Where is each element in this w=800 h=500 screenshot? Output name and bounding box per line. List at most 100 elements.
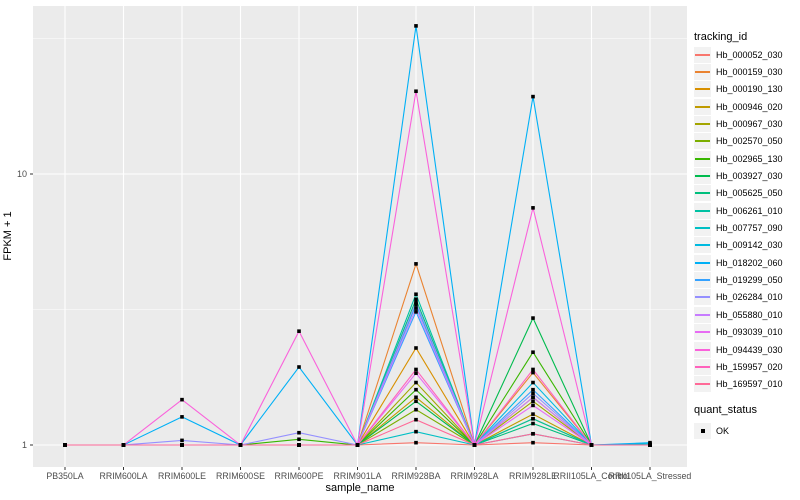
data-point <box>414 387 418 392</box>
legend-item: Hb_026284_010 <box>694 289 783 306</box>
legend-key-line <box>695 261 710 264</box>
legend-key <box>694 168 711 184</box>
data-point <box>414 310 418 314</box>
legend-item: Hb_009142_030 <box>694 237 783 254</box>
data-point <box>531 399 535 404</box>
legend-key-line <box>695 192 710 195</box>
legend-item-label: Hb_169597_010 <box>716 379 783 390</box>
data-point <box>355 443 360 447</box>
legend-item-label: Hb_026284_010 <box>716 292 783 303</box>
legend-item: Hb_019299_050 <box>694 272 783 289</box>
legend-item-label: Hb_000946_020 <box>716 101 783 112</box>
legend-key <box>694 63 711 80</box>
data-point <box>414 429 418 434</box>
legend-key <box>694 376 711 393</box>
data-point <box>414 262 418 266</box>
legend-item: Hb_159957_020 <box>694 358 783 375</box>
y-tick-label: 1 <box>22 440 27 450</box>
x-tick-label: RRII105LA_Stressed <box>609 471 692 481</box>
legend-item-label: Hb_018202_060 <box>716 257 783 268</box>
legend-item-label: Hb_009142_030 <box>716 240 783 251</box>
legend-key <box>694 133 711 150</box>
data-point <box>531 380 535 385</box>
x-tick-label: RRIM600LA <box>100 471 148 481</box>
data-point <box>297 365 301 369</box>
legend-key-line <box>695 105 710 108</box>
legend-item-label: Hb_019299_050 <box>716 275 783 286</box>
data-point <box>180 438 184 443</box>
legend-item: Hb_007757_090 <box>694 220 783 237</box>
data-point <box>648 440 652 445</box>
data-point <box>531 370 535 375</box>
legend-key-line <box>695 383 710 386</box>
legend-item-label: Hb_003927_030 <box>716 171 783 181</box>
legend-item: Hb_000052_030 <box>694 46 783 63</box>
legend-key <box>694 220 711 236</box>
legend-item-label: Hb_094439_030 <box>716 344 783 355</box>
legend-key-line <box>695 279 710 282</box>
data-point <box>531 367 535 372</box>
data-point <box>180 415 184 419</box>
legend-key-line <box>695 175 710 177</box>
legend-key <box>694 289 711 306</box>
legend-item-label: Hb_002570_050 <box>716 136 783 147</box>
legend-key-line <box>695 88 710 91</box>
data-point <box>414 367 418 372</box>
x-tick-label: PB350LA <box>46 471 83 481</box>
data-point <box>472 443 477 447</box>
data-point <box>648 443 652 447</box>
legend-item: Hb_000946_020 <box>694 98 783 115</box>
data-point <box>297 437 301 442</box>
legend-item-label: Hb_000159_030 <box>716 66 783 77</box>
point-legend-item: OK <box>694 422 729 439</box>
ok-point-icon <box>700 428 705 433</box>
data-point <box>531 421 535 426</box>
legend-item: Hb_018202_060 <box>694 254 783 271</box>
legend-key <box>694 324 711 341</box>
legend-item: Hb_094439_030 <box>694 341 783 358</box>
legend-item: Hb_002570_050 <box>694 133 783 150</box>
legend-key-line <box>695 227 710 229</box>
legend-item-label: Hb_159957_020 <box>716 361 783 372</box>
data-point <box>531 412 535 416</box>
x-tick-label: RRIM928LE <box>509 471 557 481</box>
x-tick-label: RRII105LA_Control <box>553 471 629 481</box>
legend-item: Hb_002965_130 <box>694 150 783 167</box>
data-point <box>531 440 535 445</box>
data-point <box>531 316 535 320</box>
x-tick-label: RRIM928LA <box>451 471 499 481</box>
data-point <box>531 431 535 436</box>
x-axis-title: sample_name <box>325 482 395 494</box>
point-legend-key <box>694 422 711 439</box>
legend-key <box>694 358 711 375</box>
point-legend-title: quant_status <box>694 404 757 416</box>
legend-key <box>694 150 711 167</box>
x-tick-label: RRIM600SE <box>216 471 265 481</box>
legend-item: Hb_169597_010 <box>694 376 783 393</box>
data-point <box>589 443 594 447</box>
legend-item: Hb_006261_010 <box>694 202 783 219</box>
legend-key <box>694 306 711 323</box>
point-legend-label: OK <box>716 425 730 436</box>
legend-key-line <box>695 348 710 351</box>
data-point <box>180 443 184 447</box>
data-point <box>531 395 535 400</box>
legend-key <box>694 272 711 289</box>
legend-key <box>694 202 711 219</box>
data-point <box>414 395 418 400</box>
data-point <box>414 399 418 404</box>
legend-key <box>694 46 711 63</box>
data-point <box>531 403 535 408</box>
y-tick-label: 10 <box>17 169 27 179</box>
legend-item-label: Hb_000190_130 <box>716 84 783 95</box>
legend-item-label: Hb_000967_030 <box>716 118 783 129</box>
x-tick-label: RRIM600LE <box>158 471 206 481</box>
legend-key-line <box>695 53 710 56</box>
data-point <box>414 300 418 305</box>
legend-key <box>694 81 711 98</box>
legend-item-label: Hb_006261_010 <box>716 205 783 216</box>
data-point <box>531 387 535 392</box>
legend-key <box>694 254 711 271</box>
data-point <box>63 443 67 447</box>
